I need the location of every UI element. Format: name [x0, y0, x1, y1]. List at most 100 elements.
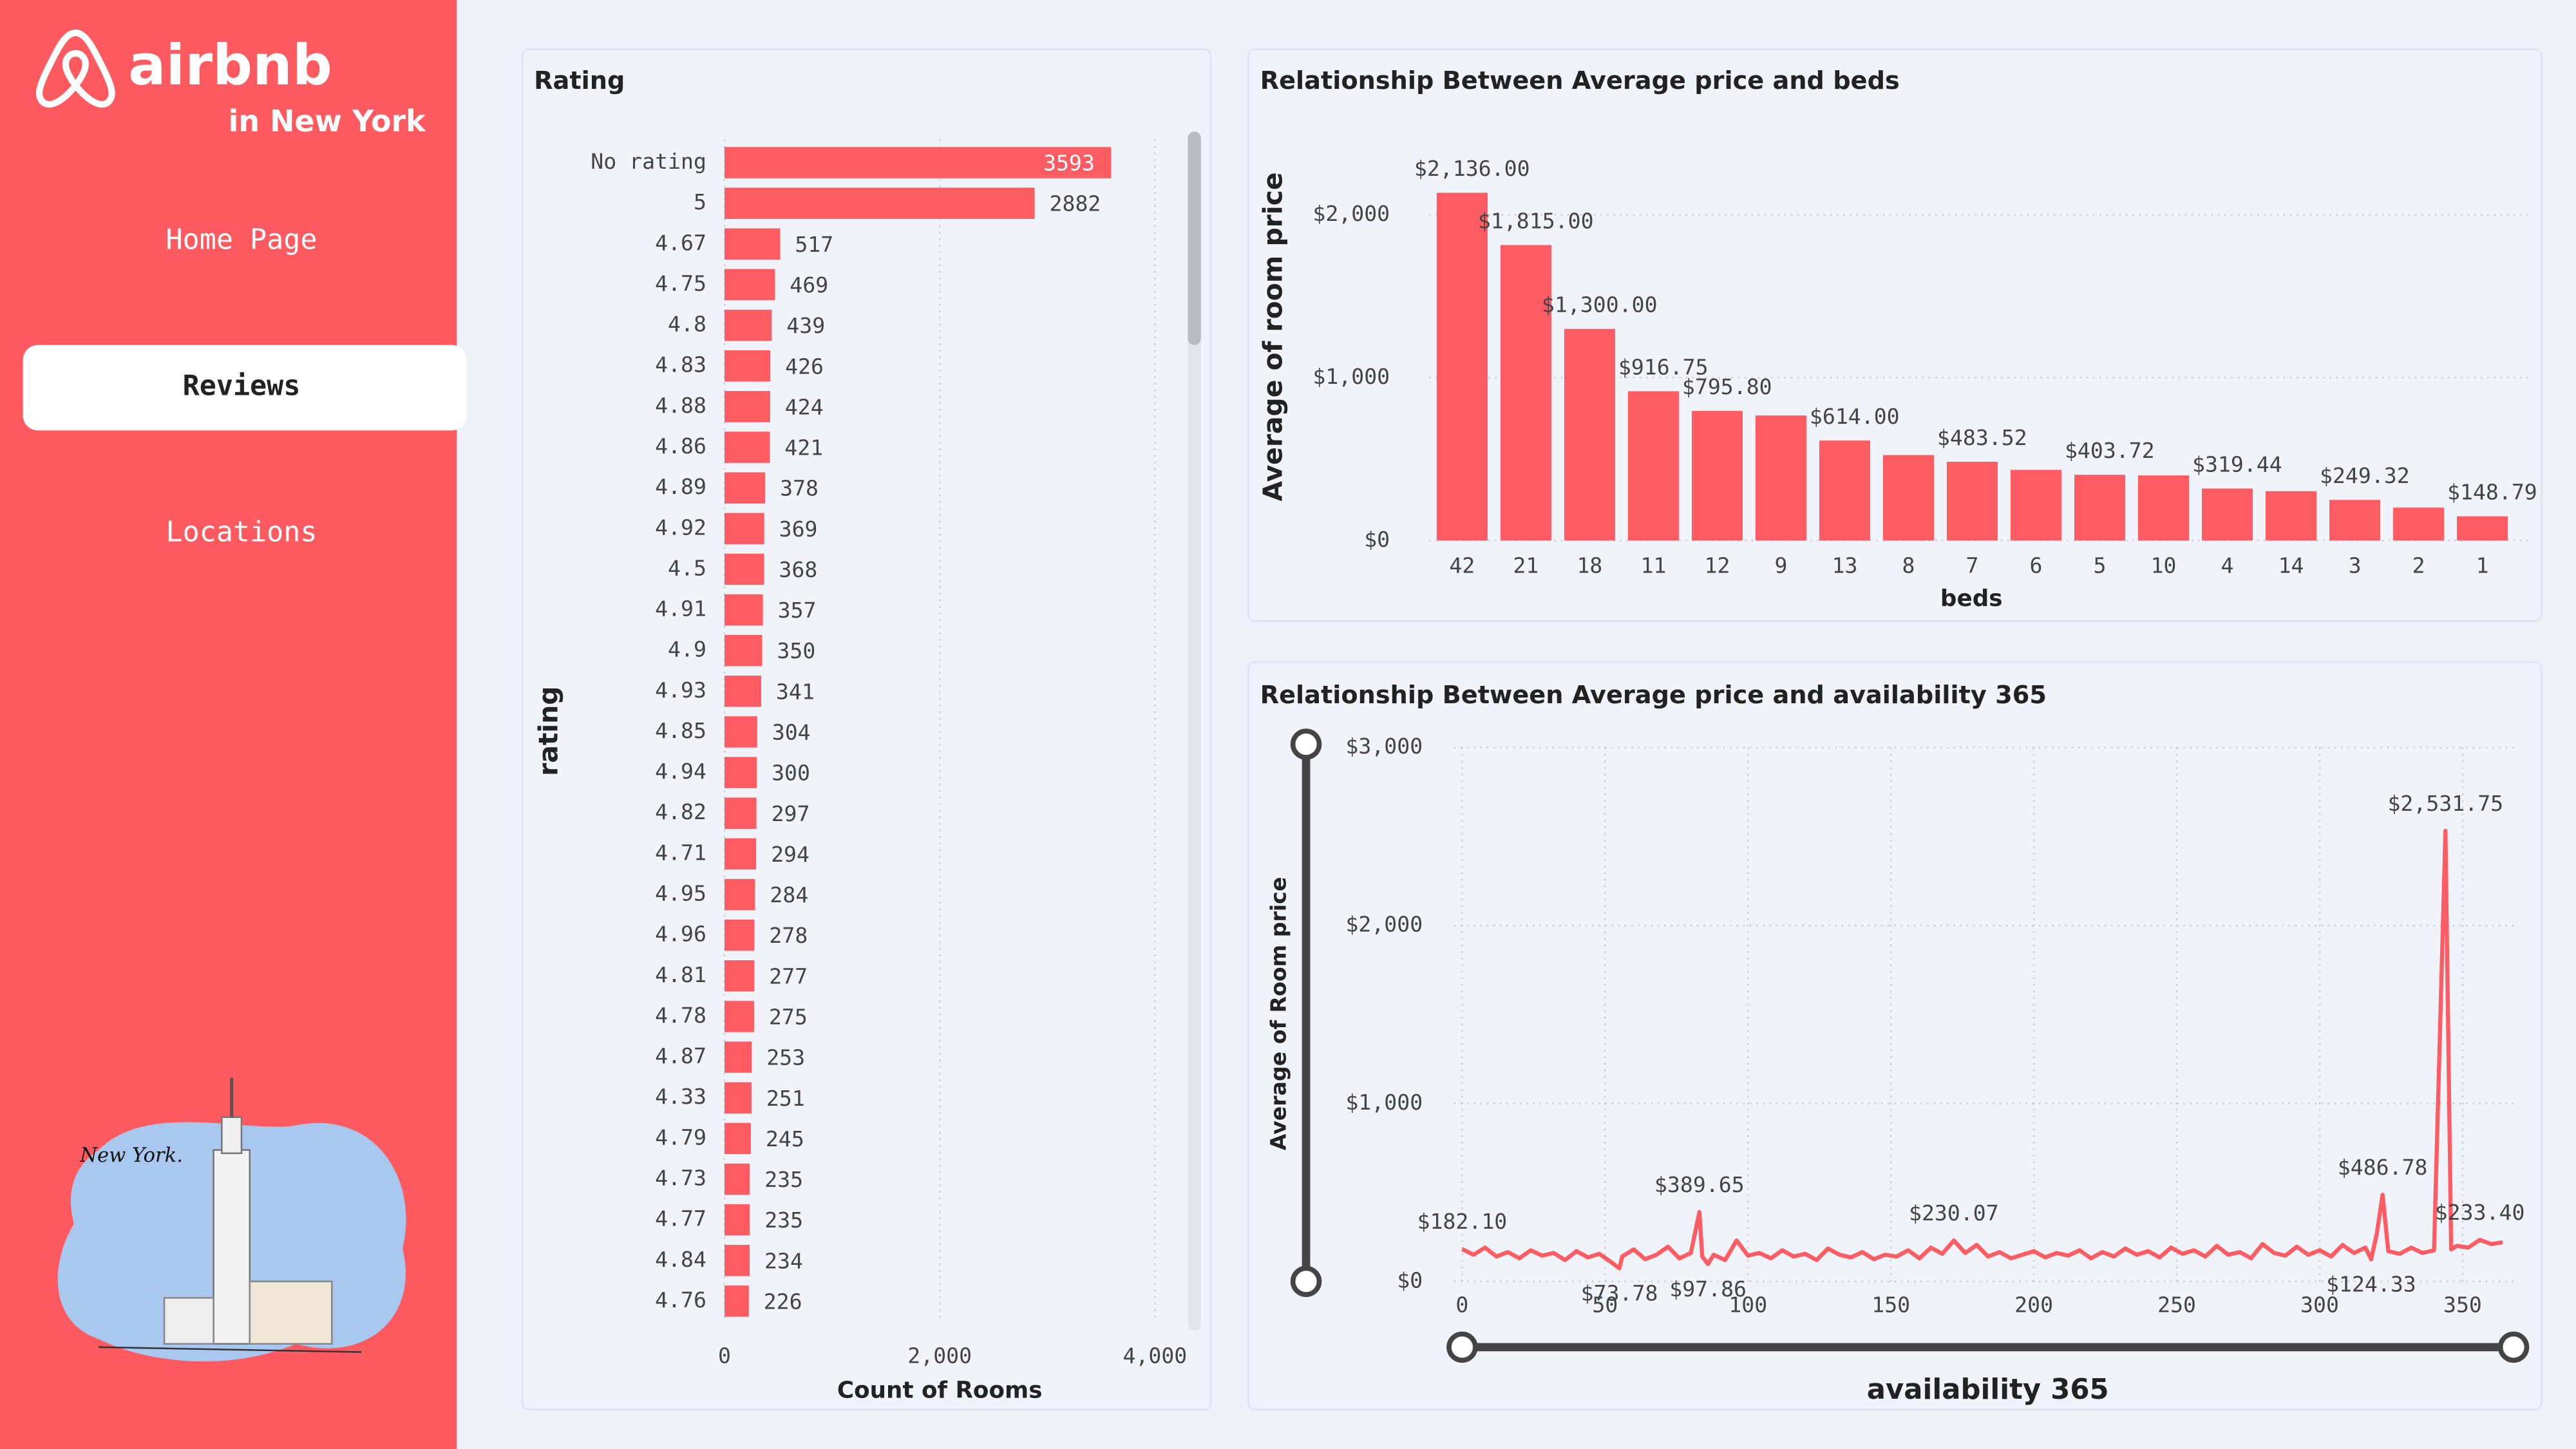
y-tick-label: 4.81: [655, 962, 706, 987]
data-label: 469: [790, 272, 828, 298]
x-tick-label: 250: [2157, 1293, 2196, 1318]
chart-title: Rating: [534, 66, 625, 95]
slider-handle[interactable]: [2497, 1331, 2530, 1363]
y-tick-label: 4.95: [655, 881, 706, 906]
nav-item[interactable]: Locations: [166, 516, 317, 549]
x-axis-title: availability 365: [1867, 1374, 2109, 1406]
bar: [2137, 475, 2190, 541]
bar: [724, 594, 763, 626]
nav-item[interactable]: Home Page: [166, 224, 317, 256]
bar: [724, 553, 764, 585]
y-tick-label: 4.76: [655, 1287, 706, 1312]
data-label: $403.72: [2065, 438, 2155, 463]
slider-handle[interactable]: [1290, 728, 1322, 760]
data-label: 421: [784, 435, 823, 460]
bar: [724, 716, 757, 748]
data-label: $249.32: [2320, 463, 2410, 488]
y-tick-label: $0: [1364, 527, 1390, 552]
bar: [724, 431, 770, 463]
x-tick-label: 4: [2221, 553, 2234, 578]
bar: [724, 391, 770, 422]
slider-handle[interactable]: [1446, 1331, 1478, 1363]
panel: [521, 48, 1212, 1411]
data-label: $230.07: [1909, 1200, 1999, 1226]
line: [1461, 828, 2503, 1271]
data-label: $2,531.75: [2387, 791, 2503, 816]
y-tick-label: 4.91: [655, 596, 706, 621]
bar: [724, 1082, 752, 1113]
y-tick-label: 4.78: [655, 1003, 706, 1028]
data-label: 284: [770, 882, 808, 907]
bar: [2074, 475, 2126, 541]
y-tick-label: $1,000: [1312, 364, 1390, 389]
x-tick-label: 2,000: [907, 1343, 972, 1368]
data-label: 424: [785, 394, 824, 419]
data-label: 304: [772, 720, 811, 745]
bar: [2457, 516, 2508, 541]
y-tick-label: $2,000: [1312, 201, 1390, 226]
bar: [724, 1163, 750, 1195]
y-tick-label: 4.8: [668, 312, 706, 337]
bar: [724, 634, 762, 667]
bar: [724, 147, 1112, 178]
building: [249, 1280, 333, 1345]
bar: [724, 1204, 750, 1236]
data-label: 235: [764, 1208, 803, 1233]
bar: [2393, 507, 2445, 541]
chart-title: Relationship Between Average price and a…: [1260, 681, 2047, 710]
scrollbar-track[interactable]: [1188, 131, 1201, 1331]
nav-active-bg[interactable]: [23, 345, 467, 431]
bar: [724, 309, 772, 341]
ground: [99, 1346, 362, 1353]
data-label: 275: [769, 1004, 808, 1029]
bar: [1627, 391, 1679, 541]
data-label: $389.65: [1654, 1172, 1745, 1197]
y-tick-label: 4.33: [655, 1084, 706, 1109]
y-tick-label: 4.9: [668, 637, 706, 662]
bar: [724, 878, 755, 911]
brand-logo: [35, 29, 115, 108]
bar: [724, 1285, 749, 1317]
bar: [1436, 193, 1488, 541]
data-label: 300: [772, 761, 810, 786]
y-tick-label: 4.82: [655, 799, 706, 824]
y-tick-label: 4.89: [655, 474, 706, 499]
bar: [1564, 328, 1615, 541]
bar: [724, 1245, 750, 1276]
y-tick-label: 4.5: [668, 555, 706, 580]
y-range-slider[interactable]: [1290, 728, 1322, 1298]
x-tick-label: 11: [1640, 553, 1666, 578]
y-axis-title: Average of room price: [1258, 172, 1289, 501]
x-tick-label: 10: [2151, 553, 2177, 578]
bar: [724, 513, 764, 545]
bar: [1819, 440, 1871, 541]
nav-item[interactable]: Reviews: [183, 370, 301, 402]
scrollbar-thumb[interactable]: [1188, 131, 1201, 345]
data-label: 277: [769, 963, 808, 989]
data-label: 278: [769, 923, 808, 948]
y-tick-label: 5: [694, 189, 706, 214]
bar: [2202, 488, 2253, 541]
data-label: 517: [795, 232, 833, 257]
data-label: 368: [779, 557, 817, 582]
data-label: $483.52: [1937, 425, 2027, 450]
x-axis-title: beds: [1940, 585, 2003, 612]
x-range-slider[interactable]: [1446, 1331, 2530, 1363]
bar: [1755, 415, 1807, 541]
data-label: 294: [771, 842, 810, 867]
y-tick-label: 4.84: [655, 1247, 706, 1272]
bar: [724, 838, 757, 870]
y-tick-label: 4.92: [655, 515, 706, 540]
y-tick-label: 4.94: [655, 759, 706, 784]
bar: [724, 269, 775, 301]
y-tick-label: 4.86: [655, 433, 706, 459]
slider-handle[interactable]: [1290, 1265, 1322, 1298]
bar: [724, 472, 766, 504]
y-tick-label: 4.71: [655, 840, 706, 865]
bar: [2329, 500, 2381, 541]
x-tick-label: 21: [1513, 553, 1539, 578]
y-axis-title: Average of Room price: [1266, 877, 1291, 1151]
y-tick-label: 4.96: [655, 922, 706, 947]
data-label: 439: [786, 313, 825, 338]
bar: [724, 1001, 754, 1032]
